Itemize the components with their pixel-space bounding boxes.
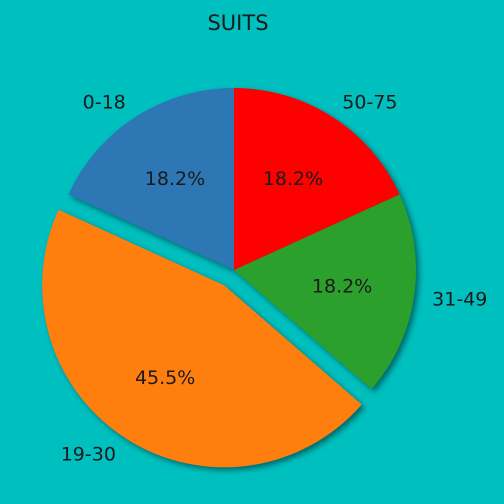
category-labels: 0-18 19-30 31-49 50-75 xyxy=(61,92,488,466)
percent-labels: 18.2% 45.5% 18.2% 18.2% xyxy=(135,168,372,389)
category-label-50-75: 50-75 xyxy=(342,92,397,114)
category-label-0-18: 0-18 xyxy=(83,92,126,114)
pie-slice-50-75 xyxy=(234,87,400,270)
pie-slice-19-30 xyxy=(42,209,362,468)
pie-slice-31-49 xyxy=(234,194,416,390)
percent-label-0-18: 18.2% xyxy=(145,168,205,190)
percent-label-19-30: 45.5% xyxy=(135,367,195,389)
percent-label-50-75: 18.2% xyxy=(263,168,323,190)
category-label-31-49: 31-49 xyxy=(432,288,487,310)
pie-slice-0-18 xyxy=(68,88,234,270)
slices xyxy=(42,87,416,468)
percent-label-31-49: 18.2% xyxy=(312,276,372,298)
chart-title: SUITS xyxy=(207,11,268,35)
category-label-19-30: 19-30 xyxy=(61,444,116,466)
